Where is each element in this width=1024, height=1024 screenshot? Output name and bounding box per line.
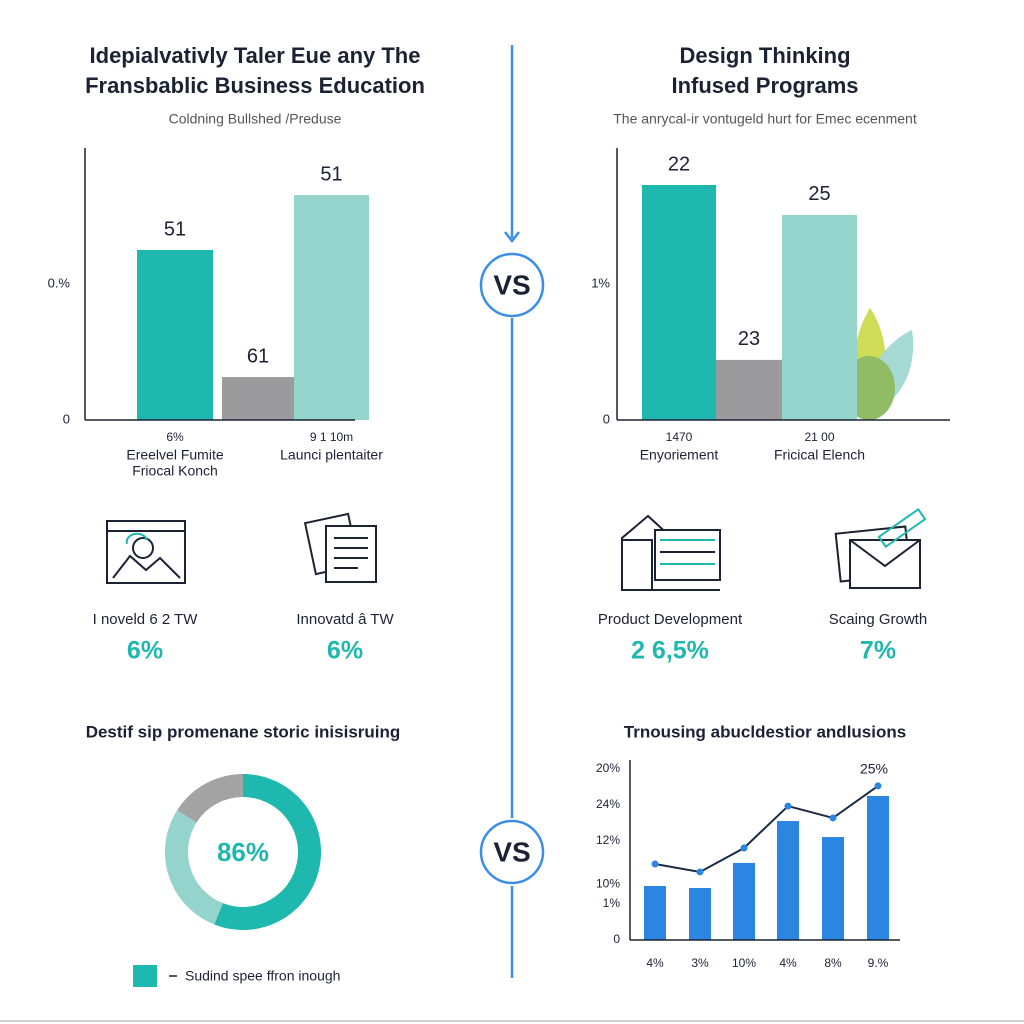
line-annotation: 25% (860, 761, 888, 777)
center-label: 86% (217, 837, 269, 867)
x-tick-label: 4% (646, 956, 664, 970)
x-tick-label: 9 1 10m (310, 430, 353, 444)
document-icon (303, 512, 377, 583)
vs-circle (479, 819, 545, 885)
chart-title: Destif sip promenane storic inisisruing (86, 722, 401, 741)
stat-label: I noveld 6 2 TW (93, 611, 199, 628)
y-tick-label: 0 (603, 411, 610, 426)
bar (644, 886, 666, 940)
pie-segment (164, 810, 223, 925)
chart-title: Trnousing abucldestior andlusions (624, 722, 906, 741)
bar (782, 214, 857, 420)
y-tick-label: 24% (596, 797, 620, 811)
pie-segment (214, 774, 321, 930)
line-marker (696, 868, 704, 876)
x-tick-label: 1470 (666, 430, 693, 444)
bar (716, 359, 782, 420)
bar (642, 184, 716, 420)
stat-value: 2 6,5% (631, 637, 709, 665)
bar (822, 837, 844, 940)
line (654, 785, 879, 874)
bar-annotation: 22 (668, 153, 690, 175)
vs-label: VS (493, 269, 530, 300)
stat-label: Product Development (598, 611, 743, 628)
bar-annotation: 25 (808, 183, 830, 205)
bar (867, 796, 889, 940)
x-category-note: Ereelvel Fumite (126, 447, 223, 463)
y-tick-label: 20% (596, 761, 620, 775)
vs-label: VS (493, 836, 530, 867)
line-marker (829, 814, 837, 822)
y-tick-label: 0 (613, 932, 620, 946)
divider-arrow (504, 231, 520, 244)
stat-label: Innovatd â TW (296, 611, 394, 628)
x-category-note: Launci plentaiter (280, 447, 383, 463)
chart-title: Infused Programs (671, 73, 858, 98)
stat-value: 7% (860, 637, 896, 665)
image-icon (106, 520, 186, 584)
icons (106, 507, 927, 591)
line-marker (874, 782, 882, 790)
bar-annotation: 61 (247, 345, 269, 367)
x-tick-label: 8% (824, 956, 842, 970)
x-tick-label: 10% (732, 956, 756, 970)
line-marker (651, 860, 659, 868)
bar-annotation: 51 (320, 163, 342, 185)
legend-label: Sudind spee ffron inough (185, 968, 340, 984)
x-tick-label: 21 00 (804, 430, 834, 444)
y-tick-label: 0.% (48, 275, 71, 290)
bar (733, 862, 755, 940)
bar (222, 377, 294, 420)
y-tick-label: 10% (596, 876, 620, 890)
x-category-note: Friocal Konch (132, 463, 218, 479)
chart-subtitle: The anrycal-ir vontugeld hurt for Emec e… (613, 111, 917, 127)
stat-value: 6% (327, 637, 363, 665)
y-tick-label: 1% (603, 896, 621, 910)
stat-label: Scaing Growth (829, 611, 927, 628)
line-marker (784, 802, 792, 810)
line-marker (740, 844, 748, 852)
x-tick-label: 6% (166, 430, 184, 444)
product-icon (621, 514, 721, 591)
x-category-note: Fricical Elench (774, 447, 865, 463)
x-tick-label: 4% (779, 956, 797, 970)
bar (137, 250, 213, 420)
y-tick-label: 12% (596, 833, 620, 847)
envelope-icon (834, 507, 927, 589)
pie-segment (177, 774, 243, 823)
x-tick-label: 9.% (868, 956, 889, 970)
vs-circle (479, 252, 545, 318)
bar-annotation: 51 (164, 218, 186, 240)
chart-title: Design Thinking (679, 43, 850, 68)
chart-title: Fransbablic Business Education (85, 73, 425, 98)
x-tick-label: 3% (691, 956, 709, 970)
chart-subtitle: Coldning Bullshed /Preduse (169, 111, 342, 127)
chart-title: Idepialvativly Taler Eue any The (90, 43, 421, 68)
x-category-note: Enyoriement (640, 447, 719, 463)
y-tick-label: 0 (63, 411, 70, 426)
bar (294, 195, 369, 420)
bar (777, 821, 799, 940)
legend-swatch (133, 965, 157, 987)
y-tick-label: 1% (591, 275, 610, 290)
bar-annotation: 23 (738, 328, 760, 350)
stat-value: 6% (127, 637, 163, 665)
bar (689, 887, 711, 940)
divider (479, 45, 545, 978)
